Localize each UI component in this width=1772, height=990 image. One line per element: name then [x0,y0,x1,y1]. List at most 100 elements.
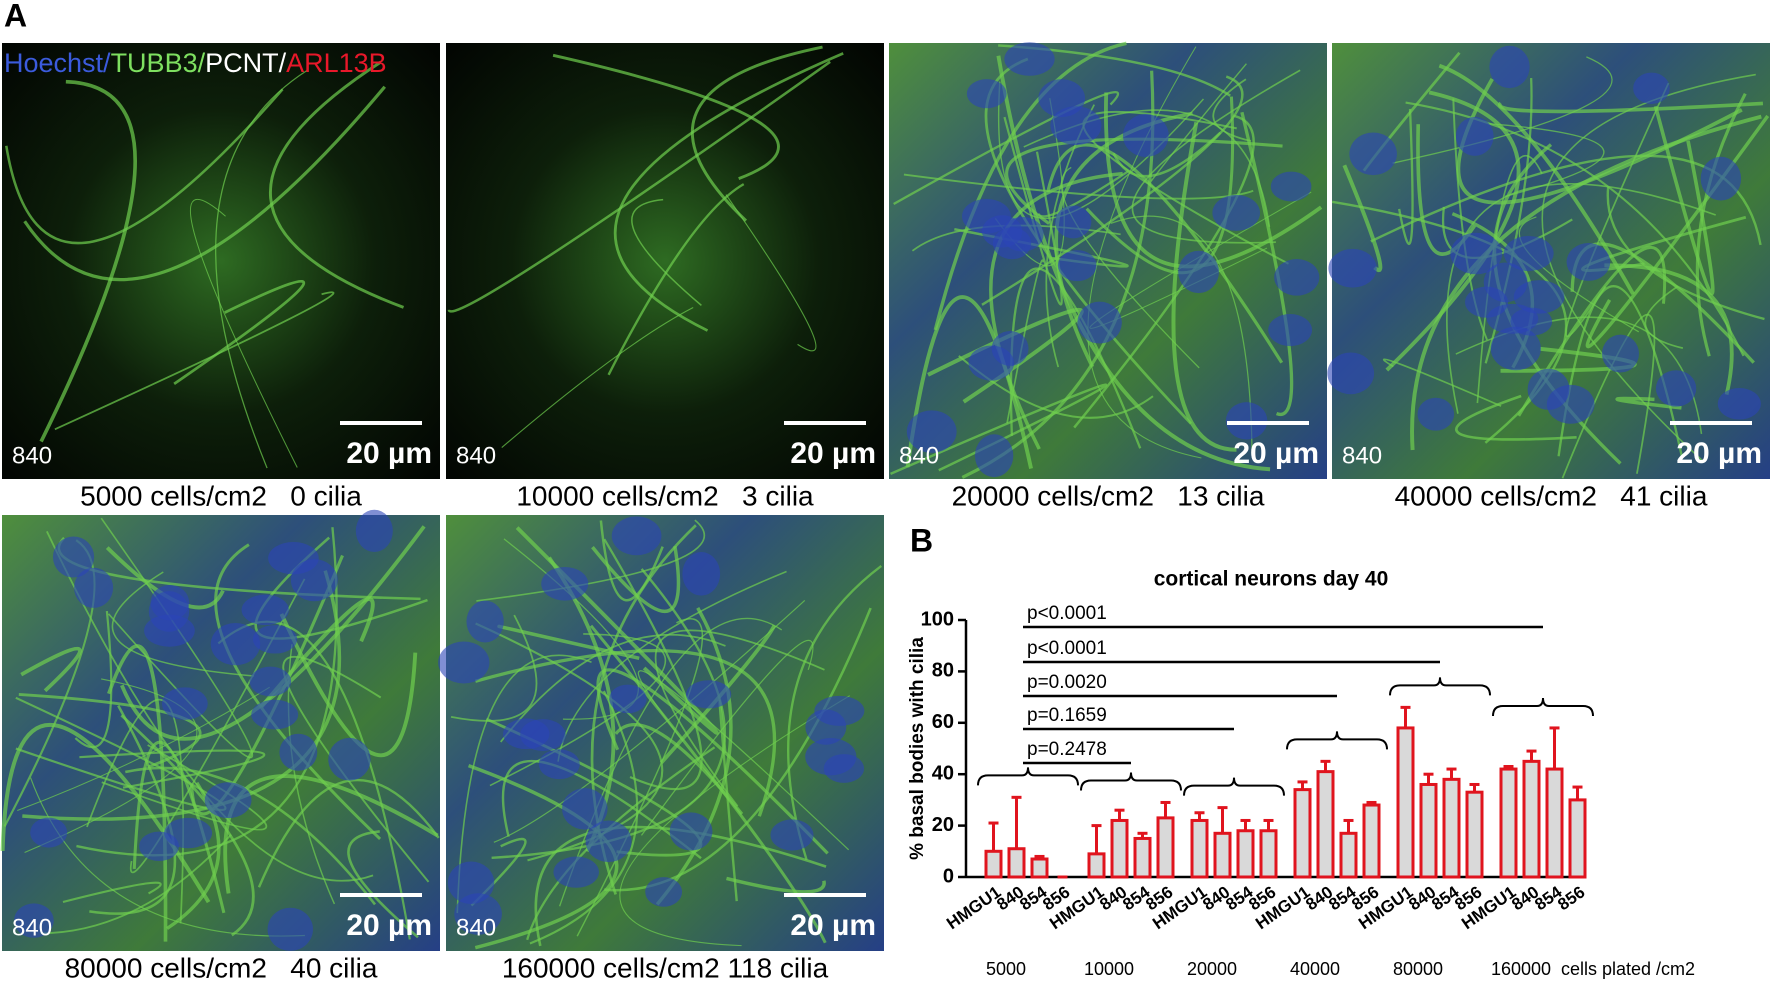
nucleus [150,584,190,621]
bar [1419,782,1438,879]
bar [1396,726,1415,879]
neurite [1695,92,1747,357]
stain-legend: Hoechst/TUBB3/PCNT/ARL13B [4,48,387,78]
neurite [1382,358,1502,407]
neurite [1005,137,1283,225]
neurite [1046,143,1284,364]
panel-caption: 10000 cells/cm2 3 cilia [516,480,814,511]
neurite [529,690,639,945]
nucleus [611,516,662,556]
nucleus [520,719,566,751]
group-brace [1080,772,1182,791]
neurite [467,763,619,950]
neurite [552,53,780,181]
neurite [501,759,702,860]
bar [984,849,1003,879]
nucleus [805,738,857,776]
neurite [1006,259,1044,424]
scale-label: 20 µm [790,909,876,942]
nucleus [585,820,632,863]
y-axis-label: % basal bodies with cilia [907,637,928,860]
neurite [989,171,1123,450]
nucleus [328,737,371,781]
neurite [1585,114,1770,349]
panel-caption: 5000 cells/cm2 0 cilia [80,480,362,511]
group-label: 10000 [1084,959,1134,979]
neurite [23,85,386,282]
nucleus [1483,262,1528,303]
neurite [476,519,706,602]
nucleus [770,819,814,851]
bar [1007,847,1026,879]
stain-name: Hoechst/ [4,48,111,78]
group-label: 5000 [986,959,1026,979]
neurite [257,778,440,888]
neurite [54,291,335,431]
y-tick-label: 60 [932,711,954,733]
group-label: 80000 [1393,959,1443,979]
neurite [607,183,745,376]
group-label: 160000 [1491,959,1551,979]
nucleus [1077,301,1122,344]
scale-label: 20 µm [1233,437,1319,470]
nucleus [1566,243,1611,281]
neurite [20,646,82,693]
stain-name: PCNT/ [205,48,286,78]
neurite [631,198,702,306]
nucleus [290,559,338,602]
neurite [120,714,255,937]
neurite [725,194,817,352]
micrograph [2,43,440,479]
nucleus [538,749,580,780]
nucleus [1700,156,1742,201]
neurite [596,668,829,855]
neurite [125,766,377,906]
nucleus [1490,326,1541,371]
stain-name: ARL13B [286,48,387,78]
nucleus [1270,171,1312,202]
nucleus [1349,132,1397,176]
neurite [718,699,738,902]
nucleus [1633,72,1670,104]
neurite [659,624,777,765]
nucleus [249,666,292,697]
group-brace [1492,697,1594,716]
sample-label: 840 [12,914,52,941]
neurite [501,307,694,448]
panel-letter: B [910,522,933,558]
group-brace [1389,677,1491,696]
neurite [691,45,823,222]
nucleus [991,330,1029,366]
micrograph [446,43,884,479]
nucleus [52,536,95,578]
neurite [655,607,733,906]
nucleus [1450,232,1503,275]
nucleus [447,861,495,905]
nucleus [1004,42,1055,76]
bar [1339,831,1358,879]
neurite [1405,101,1745,357]
neurite [1240,111,1294,417]
neurite [39,79,137,443]
nucleus [438,641,490,684]
nucleus [252,625,298,654]
bar [1362,803,1381,879]
p-value: p=0.1659 [1027,705,1107,726]
scale-label: 20 µm [1676,437,1762,470]
bar [1030,857,1049,879]
nucleus [553,856,600,888]
nucleus [1717,388,1761,420]
bar [1110,818,1129,879]
panel-caption: 80000 cells/cm2 40 cilia [65,952,378,983]
group-brace [977,767,1079,786]
neurite [591,545,681,614]
p-value: p=0.0020 [1027,672,1107,693]
neurite [996,55,1271,472]
neurite [654,629,825,807]
p-value: p=0.2478 [1027,739,1107,760]
y-tick-label: 40 [932,762,954,784]
panel-letter: A [4,0,27,33]
p-value: p<0.0001 [1027,638,1107,659]
neurite [604,607,872,892]
